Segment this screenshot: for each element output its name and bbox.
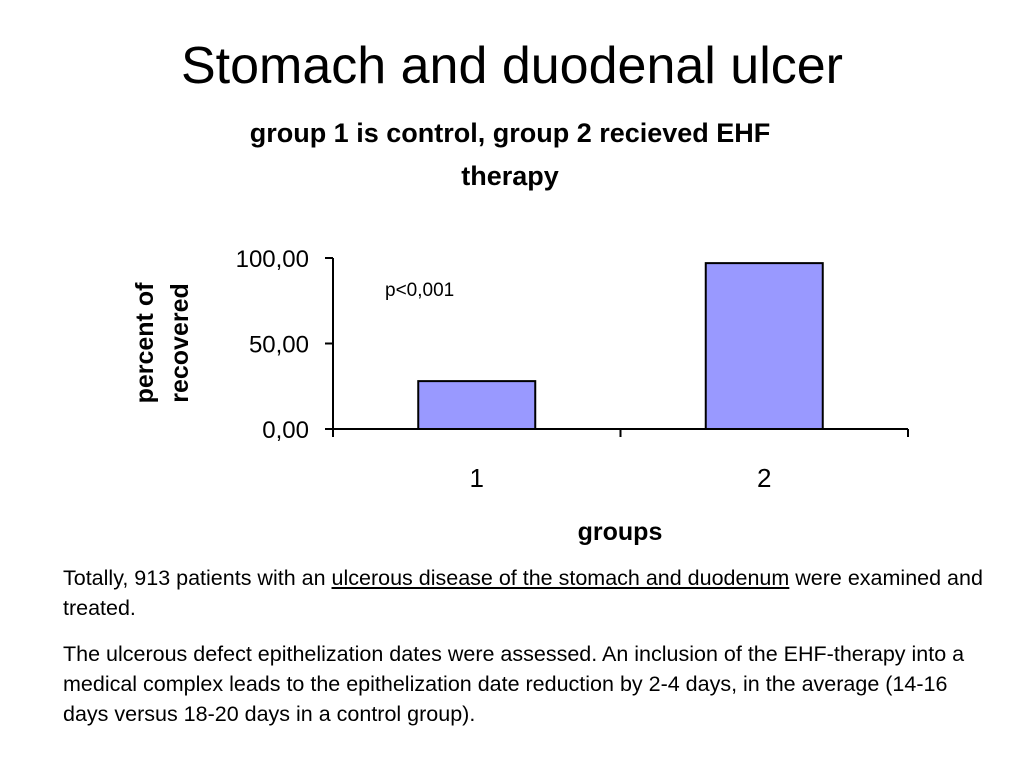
y-axis-title-line-2: recovered (166, 283, 194, 403)
paragraph-1-end: were examined and treated. (63, 566, 983, 620)
paragraph-1-start: Totally, 913 patients with an (63, 566, 332, 590)
y-tick-label: 100,00 (236, 246, 309, 273)
axes-layer: 1 2 0,00 50,00 100,00 (236, 246, 909, 493)
p-value-annotation: p<0,001 (385, 280, 454, 301)
y-tick-label: 0,00 (262, 417, 309, 444)
chart-title-line-2: therapy (461, 161, 559, 191)
y-axis-title: percent of recovered (131, 282, 194, 404)
bar-group-1 (417, 380, 537, 430)
y-axis-title-line-1: percent of (131, 282, 159, 404)
y-tick-label: 50,00 (249, 332, 309, 359)
ulcer-disease-link[interactable]: ulcerous disease of the stomach and duod… (331, 566, 790, 590)
bars-layer (417, 262, 824, 430)
x-tick-label-1: 1 (470, 463, 484, 493)
x-tick-label-2: 2 (757, 463, 771, 493)
slide-title: Stomach and duodenal ulcer (180, 37, 843, 95)
x-axis-title: groups (578, 518, 663, 546)
paragraph-patients: Totally, 913 patients with an ulcerous d… (63, 563, 998, 623)
bar-group-2 (704, 262, 824, 430)
bar-chart: percent of recovered groups p<0,001 1 2 0,… (131, 246, 909, 546)
chart-title-line-1: group 1 is control, group 2 recieved EHF (249, 118, 771, 148)
chart-title: group 1 is control, group 2 recieved EHF… (160, 112, 860, 198)
paragraph-epithelization: The ulcerous defect epithelization dates… (63, 642, 965, 726)
